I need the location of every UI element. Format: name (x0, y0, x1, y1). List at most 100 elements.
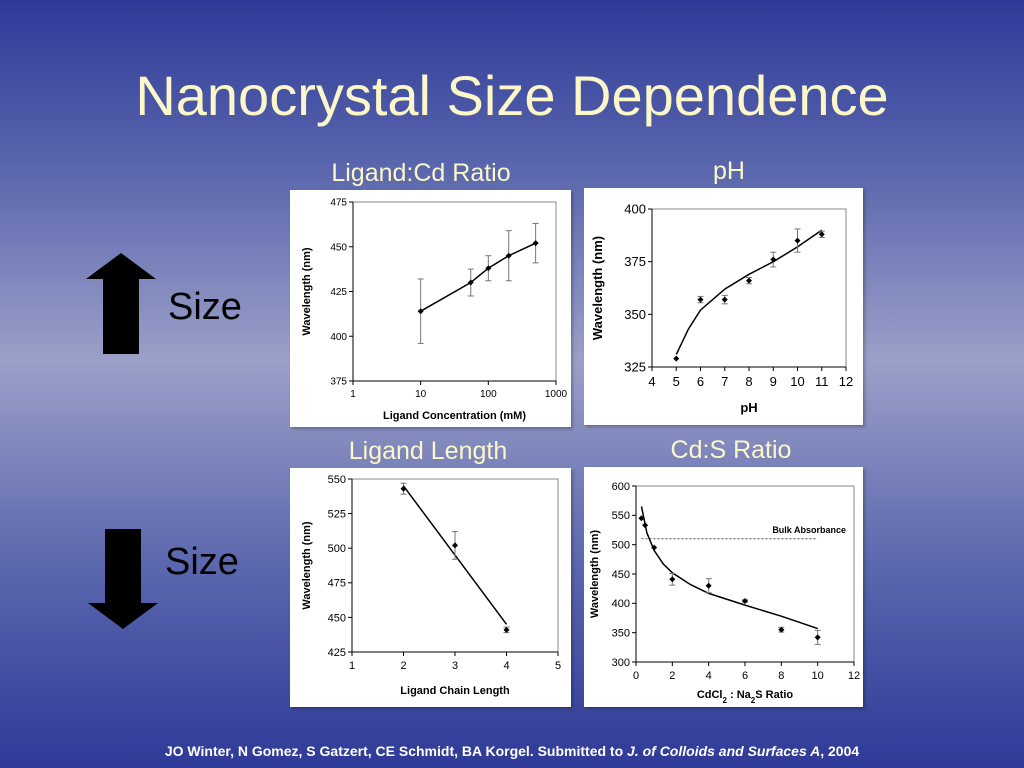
x-axis-label: Ligand Concentration (mM) (383, 410, 526, 422)
y-axis-label: Wavelength (nm) (301, 247, 313, 336)
data-point (503, 626, 510, 633)
y-tick-label: 475 (330, 198, 347, 209)
x-tick-label: 6 (742, 670, 748, 682)
chart-cds-ratio: 300 350 400 450 500 550 600 0 2 4 6 8 10 12 CdCl2 : Na… (589, 481, 860, 705)
y-tick-label: 400 (612, 598, 630, 610)
x-tick-label: 6 (697, 374, 704, 389)
y-tick-label: 350 (612, 628, 630, 640)
x-tick-label: 1 (350, 389, 356, 400)
trend-line (675, 229, 823, 355)
y-tick-label: 475 (328, 578, 346, 590)
x-tick-label: 5 (555, 660, 561, 672)
x-tick-label: 0 (633, 670, 639, 682)
y-tick-label: 350 (624, 307, 646, 322)
data-point (638, 515, 645, 522)
y-tick-label: 425 (330, 287, 347, 298)
data-point (721, 296, 728, 303)
y-tick-label: 550 (612, 510, 630, 522)
citation-journal: J. of Colloids and Surfaces A (627, 743, 821, 759)
data-point (742, 597, 748, 604)
x-tick-label: 1 (349, 660, 355, 672)
y-tick-label: 375 (624, 254, 646, 269)
y-tick-label: 300 (612, 657, 630, 669)
annotation-bulk-absorbance: Bulk Absorbance (772, 525, 846, 535)
y-tick-label: 400 (330, 332, 347, 343)
trend-line (420, 242, 536, 312)
x-tick-label: 3 (452, 660, 458, 672)
y-tick-label: 375 (330, 377, 347, 388)
citation: JO Winter, N Gomez, S Gatzert, CE Schmid… (0, 743, 1024, 759)
x-tick-label: 7 (721, 374, 728, 389)
data-point (778, 626, 785, 633)
chart-panel-ph: 325 350 375 400 4 5 6 7 8 9 10 11 12 pH Wavelength (nm… (584, 188, 863, 425)
x-tick-label: 100 (480, 389, 497, 400)
chart-ph: 325 350 375 400 4 5 6 7 8 9 10 11 12 pH Wavelength (nm… (590, 202, 853, 415)
data-point (642, 522, 649, 529)
data-point (814, 634, 821, 641)
x-tick-label: 4 (648, 374, 655, 389)
y-axis-label: Wavelength (nm) (301, 521, 313, 610)
plot-area (635, 485, 855, 663)
x-tick-label: 4 (706, 670, 712, 682)
data-point (705, 582, 712, 589)
y-tick-label: 450 (330, 242, 347, 253)
data-point (651, 544, 658, 551)
data-point (532, 240, 539, 247)
y-axis-label: Wavelength (nm) (590, 236, 605, 340)
y-tick-label: 500 (328, 543, 346, 555)
data-point (400, 485, 407, 492)
panel-title-ph: pH (713, 157, 745, 185)
x-tick-label: 8 (778, 670, 784, 682)
x-tick-label: 10 (812, 670, 824, 682)
size-up-label: Size (168, 286, 242, 328)
y-tick-label: 425 (328, 647, 346, 659)
arrow-up-icon (86, 253, 156, 354)
x-tick-label: 12 (839, 374, 853, 389)
data-point (485, 265, 492, 272)
arrow-down-icon (88, 529, 158, 629)
data-point (697, 296, 704, 303)
y-tick-label: 500 (612, 540, 630, 552)
panel-title-ligand-ratio: Ligand:Cd Ratio (331, 159, 511, 187)
trend-line (640, 506, 818, 630)
size-down-label: Size (165, 541, 239, 583)
y-tick-label: 450 (328, 612, 346, 624)
x-tick-label: 12 (848, 670, 860, 682)
y-axis-label: Wavelength (nm) (589, 530, 601, 619)
x-tick-label: 2 (669, 670, 675, 682)
panel-title-cds-ratio: Cd:S Ratio (670, 436, 792, 464)
x-tick-label: 1000 (545, 389, 568, 400)
chart-panel-cds-ratio: 300 350 400 450 500 550 600 0 2 4 6 8 10 12 CdCl2 : Na… (584, 467, 863, 707)
x-tick-label: 8 (745, 374, 752, 389)
x-tick-label: 10 (415, 389, 427, 400)
x-tick-label: 10 (790, 374, 804, 389)
y-tick-label: 400 (624, 202, 646, 217)
data-point (452, 542, 458, 549)
data-point (505, 252, 512, 259)
panel-title-ligand-length: Ligand Length (348, 437, 508, 465)
data-point (417, 308, 424, 315)
citation-authors: JO Winter, N Gomez, S Gatzert, CE Schmid… (164, 743, 628, 759)
x-tick-label: 2 (400, 660, 406, 672)
x-tick-label: 5 (673, 374, 680, 389)
y-tick-label: 600 (612, 481, 630, 493)
data-point (770, 256, 777, 263)
chart-ligand-length: 425 450 475 500 525 550 1 2 3 4 5 Ligand Chain Leng… (301, 474, 561, 697)
data-point (673, 355, 680, 362)
x-tick-label: 9 (770, 374, 777, 389)
y-tick-label: 325 (624, 360, 646, 375)
data-point (818, 231, 825, 238)
plot-area (351, 478, 559, 653)
y-tick-label: 525 (328, 508, 346, 520)
x-axis-label: Ligand Chain Length (400, 685, 510, 697)
data-point (794, 237, 801, 244)
slide-title: Nanocrystal Size Dependence (135, 64, 889, 127)
y-tick-label: 450 (612, 569, 630, 581)
y-tick-label: 550 (328, 474, 346, 486)
data-point (467, 279, 474, 286)
data-point (746, 277, 752, 284)
chart-panel-ligand-length: 425 450 475 500 525 550 1 2 3 4 5 Ligand Chain Leng… (290, 468, 571, 707)
chart-panel-ligand-ratio: 375 400 425 450 475 1 10 100 1000 Ligand Concentr… (290, 190, 571, 427)
data-point (669, 576, 676, 583)
x-axis-label: CdCl2 : Na2S Ratio (697, 689, 794, 705)
